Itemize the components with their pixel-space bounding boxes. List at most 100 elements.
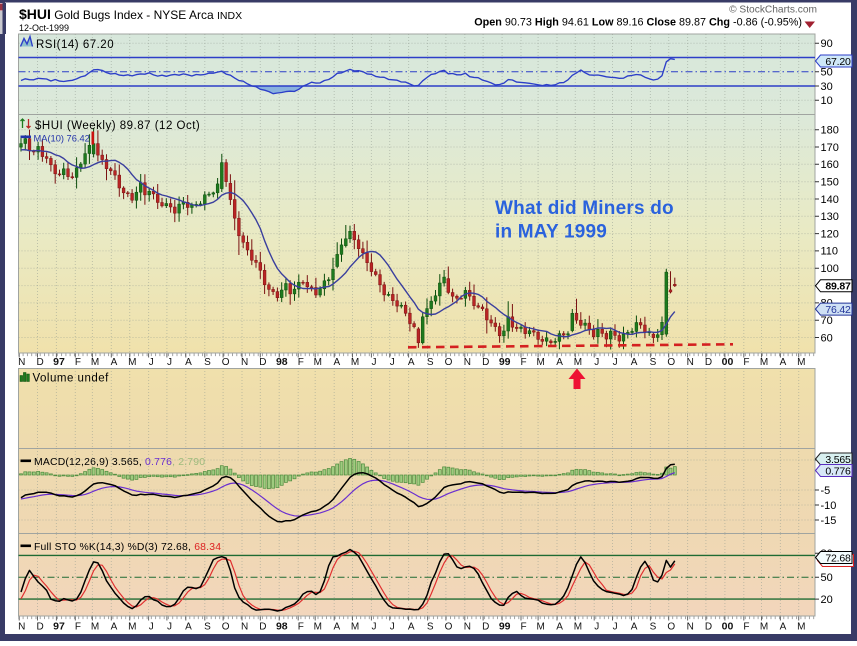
svg-text:10: 10 <box>821 95 833 107</box>
svg-text:O: O <box>445 357 453 368</box>
svg-text:M: M <box>314 357 322 368</box>
svg-text:Volume undef: Volume undef <box>33 373 110 385</box>
svg-text:20: 20 <box>821 594 833 606</box>
svg-text:A: A <box>556 621 563 632</box>
svg-text:O: O <box>667 357 675 368</box>
svg-text:J: J <box>613 357 618 368</box>
svg-text:F: F <box>521 621 527 632</box>
svg-text:© StockCharts.com: © StockCharts.com <box>729 5 817 16</box>
svg-text:M: M <box>128 357 136 368</box>
svg-text:S: S <box>427 357 434 368</box>
svg-text:F: F <box>298 357 304 368</box>
svg-text:90: 90 <box>821 38 833 50</box>
svg-text:M: M <box>797 621 805 632</box>
svg-text:A: A <box>631 357 638 368</box>
svg-text:67.20: 67.20 <box>825 56 851 68</box>
svg-text:60: 60 <box>821 332 833 344</box>
svg-text:J: J <box>149 621 154 632</box>
svg-text:J: J <box>594 621 599 632</box>
svg-text:S: S <box>650 357 657 368</box>
svg-text:M: M <box>760 357 768 368</box>
svg-text:D: D <box>36 357 43 368</box>
svg-text:170: 170 <box>821 142 839 154</box>
svg-text:A: A <box>185 621 192 632</box>
svg-text:3.565: 3.565 <box>825 454 851 466</box>
svg-text:J: J <box>594 357 599 368</box>
svg-text:A: A <box>408 357 415 368</box>
svg-text:-10: -10 <box>821 500 837 512</box>
svg-text:110: 110 <box>821 246 839 258</box>
svg-text:J: J <box>613 621 618 632</box>
svg-text:M: M <box>760 621 768 632</box>
svg-text:A: A <box>556 357 563 368</box>
svg-text:F: F <box>298 621 304 632</box>
svg-text:-15: -15 <box>821 515 837 527</box>
svg-text:S: S <box>204 621 211 632</box>
svg-text:00: 00 <box>722 356 734 368</box>
svg-text:J: J <box>372 621 377 632</box>
svg-text:99: 99 <box>499 356 511 368</box>
svg-text:A: A <box>111 357 118 368</box>
svg-text:J: J <box>390 357 395 368</box>
svg-text:50: 50 <box>821 67 833 79</box>
svg-text:150: 150 <box>821 177 839 189</box>
svg-text:$HUI (Weekly) 89.87 (12 Oct): $HUI (Weekly) 89.87 (12 Oct) <box>35 120 200 132</box>
svg-text:A: A <box>333 357 340 368</box>
svg-text:130: 130 <box>821 211 839 223</box>
svg-text:A: A <box>333 621 340 632</box>
svg-text:N: N <box>464 357 471 368</box>
svg-text:O: O <box>222 621 230 632</box>
svg-text:M: M <box>91 621 99 632</box>
svg-text:00: 00 <box>722 620 734 632</box>
svg-text:N: N <box>687 357 694 368</box>
svg-text:M: M <box>351 621 359 632</box>
svg-text:120: 120 <box>821 228 839 240</box>
svg-text:99: 99 <box>499 620 511 632</box>
svg-text:-5: -5 <box>821 485 831 497</box>
svg-text:J: J <box>372 357 377 368</box>
svg-text:M: M <box>351 357 359 368</box>
svg-text:72.68: 72.68 <box>825 552 851 564</box>
svg-text:M: M <box>797 357 805 368</box>
svg-text:D: D <box>482 621 489 632</box>
svg-text:140: 140 <box>821 194 839 206</box>
svg-text:D: D <box>482 357 489 368</box>
svg-text:J: J <box>390 621 395 632</box>
svg-text:N: N <box>18 621 25 632</box>
svg-text:A: A <box>185 357 192 368</box>
svg-text:A: A <box>408 621 415 632</box>
svg-text:F: F <box>743 357 749 368</box>
svg-text:98: 98 <box>276 620 288 632</box>
svg-text:100: 100 <box>821 263 839 275</box>
svg-text:D: D <box>705 621 712 632</box>
svg-text:12-Oct-1999: 12-Oct-1999 <box>19 23 69 33</box>
svg-text:S: S <box>650 621 657 632</box>
svg-text:A: A <box>111 621 118 632</box>
svg-text:F: F <box>521 357 527 368</box>
svg-text:30: 30 <box>821 81 833 93</box>
svg-text:0.776: 0.776 <box>825 465 851 477</box>
svg-text:What did Miners do: What did Miners do <box>495 198 674 219</box>
svg-text:MA(10) 76.42: MA(10) 76.42 <box>34 134 90 144</box>
svg-text:$HUI Gold Bugs Index - NYSE Ar: $HUI Gold Bugs Index - NYSE Arca INDX <box>19 6 242 22</box>
svg-text:D: D <box>705 357 712 368</box>
svg-text:N: N <box>241 357 248 368</box>
svg-text:D: D <box>259 621 266 632</box>
svg-text:A: A <box>780 357 787 368</box>
svg-text:RSI(14) 67.20: RSI(14) 67.20 <box>36 39 114 51</box>
svg-text:M: M <box>537 621 545 632</box>
svg-text:A: A <box>780 621 787 632</box>
svg-text:M: M <box>128 621 136 632</box>
svg-text:F: F <box>75 357 81 368</box>
svg-text:O: O <box>667 621 675 632</box>
svg-text:97: 97 <box>53 356 65 368</box>
svg-text:180: 180 <box>821 125 839 137</box>
svg-text:S: S <box>427 621 434 632</box>
svg-text:D: D <box>259 357 266 368</box>
svg-text:N: N <box>464 621 471 632</box>
svg-text:89.87: 89.87 <box>825 281 851 293</box>
svg-text:Full STO %K(14,3) %D(3) 72.68,: Full STO %K(14,3) %D(3) 72.68, 68.34 <box>34 542 221 553</box>
svg-text:N: N <box>241 621 248 632</box>
svg-text:76.42: 76.42 <box>825 304 851 316</box>
svg-text:50: 50 <box>821 572 833 584</box>
